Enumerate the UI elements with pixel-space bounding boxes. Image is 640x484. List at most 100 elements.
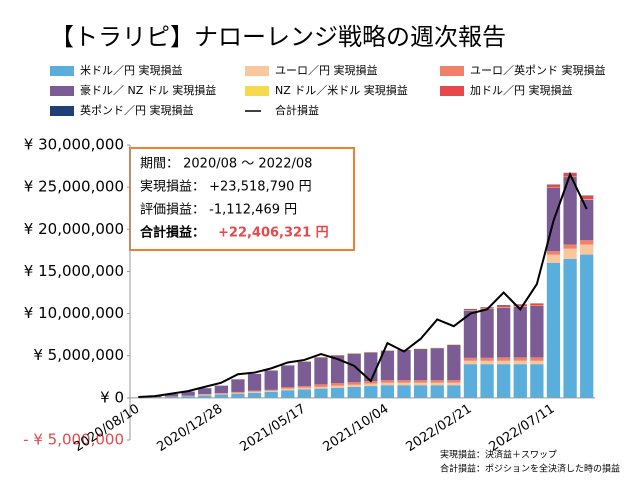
bar-segment [447, 383, 460, 386]
bar-segment [497, 308, 510, 358]
legend-label: NZ ドル／米ドル 実現損益 [275, 83, 408, 97]
bar-segment [547, 263, 560, 398]
bar-segment [281, 387, 294, 388]
legend-swatch [440, 86, 464, 96]
bar-segment [580, 240, 593, 244]
chart-title: 【トラリピ】ナローレンジ戦略の週次報告 [50, 23, 506, 51]
bar-segment [381, 385, 394, 398]
bar-segment [530, 306, 543, 357]
info-total-value: +22,406,321 円 [218, 226, 329, 241]
legend-label: 合計損益 [275, 103, 319, 117]
bar-segment [431, 385, 444, 398]
bar-segment [231, 393, 244, 394]
bar-segment [447, 380, 460, 383]
bar-segment [464, 309, 477, 310]
bar-segment [298, 386, 311, 388]
bar-segment [348, 354, 361, 383]
bar-segment [497, 364, 510, 398]
x-tick-label: 2020/12/28 [154, 402, 225, 455]
bar-segment [397, 383, 410, 386]
y-tick-label: ¥ 15,000,000 [24, 262, 124, 280]
bar-segment [215, 386, 228, 394]
info-total-label: 合計損益： [140, 225, 205, 241]
bar-segment [547, 251, 560, 254]
bar-segment [397, 350, 410, 380]
y-tick-label: ¥ 5,000,000 [33, 346, 124, 364]
bar-segment [348, 385, 361, 387]
y-tick-label: ¥ 25,000,000 [24, 178, 124, 196]
legend-label: 米ドル／円 実現損益 [80, 63, 183, 77]
bar-segment [281, 365, 294, 387]
y-tick-label: ¥ 10,000,000 [24, 304, 124, 322]
bar-segment [265, 390, 278, 391]
bar-segment [447, 385, 460, 398]
bar-segment [497, 361, 510, 364]
bar-segment [563, 244, 576, 248]
bar-segment [298, 362, 311, 386]
bar-segment [331, 383, 344, 386]
bar-segment [514, 361, 527, 364]
y-tick-label: ¥ 0 [100, 388, 124, 406]
bar-segment [480, 364, 493, 398]
bar-segment [231, 394, 244, 398]
bar-segment [547, 185, 560, 188]
bar-segment [331, 386, 344, 388]
bar-segment [265, 391, 278, 392]
bar-segment [530, 304, 543, 306]
x-tick-label: 2021/05/17 [237, 402, 308, 455]
bar-segment [364, 386, 377, 398]
legend-swatch [245, 86, 269, 96]
bar-segment [397, 385, 410, 398]
legend-swatch [50, 66, 74, 76]
info-unrealized: 評価損益： -1,112,469 円 [140, 203, 297, 218]
bar-segment [348, 387, 361, 398]
bar-segment [480, 358, 493, 361]
bar-segment [447, 345, 460, 380]
bar-segment [464, 364, 477, 398]
bar-segment [265, 370, 278, 389]
bar-segment [414, 380, 427, 383]
bar-segment [281, 390, 294, 398]
bar-segment [497, 357, 510, 360]
bar-segment [265, 392, 278, 398]
bar-segment [314, 357, 327, 384]
bar-segment [215, 394, 228, 397]
bar-segment [314, 384, 327, 387]
bar-segment [215, 394, 228, 395]
note: 合計損益：ポジションを全決済した時の損益 [440, 463, 620, 475]
x-tick-label: 2021/10/04 [320, 402, 391, 455]
y-tick-label: ¥ 30,000,000 [24, 136, 124, 154]
bar-segment [298, 389, 311, 397]
bar-segment [314, 387, 327, 389]
bar-segment [530, 361, 543, 364]
bar-segment [381, 380, 394, 383]
bar-segment [381, 383, 394, 386]
bar-segment [530, 357, 543, 360]
bar-segment [480, 309, 493, 358]
bar-segment [364, 384, 377, 387]
legend-label: 加ドル／円 実現損益 [470, 83, 573, 97]
bar-segment [431, 383, 444, 386]
info-realized: 実現損益： +23,518,790 円 [140, 179, 312, 195]
bar-segment [281, 389, 294, 391]
info-period: 期間： 2020/08 ～ 2022/08 [140, 157, 312, 172]
bar-segment [248, 393, 261, 398]
bar-segment [414, 385, 427, 398]
bar-segment [231, 379, 244, 392]
bar-segment [514, 307, 527, 358]
x-tick-label: 2022/02/21 [404, 402, 475, 455]
bar-segment [563, 249, 576, 259]
bar-segment [397, 380, 410, 383]
bar-segment [464, 361, 477, 364]
bar-segment [497, 306, 510, 308]
legend-label: 豪ドル／ NZ ドル 実現損益 [80, 83, 216, 97]
bar-segment [480, 361, 493, 364]
bar-segment [431, 380, 444, 383]
bar-segment [431, 348, 444, 380]
bar-segment [298, 388, 311, 390]
bar-segment [580, 200, 593, 240]
legend-swatch [50, 106, 74, 116]
bar-segment [331, 388, 344, 398]
bar-segment [248, 374, 261, 391]
